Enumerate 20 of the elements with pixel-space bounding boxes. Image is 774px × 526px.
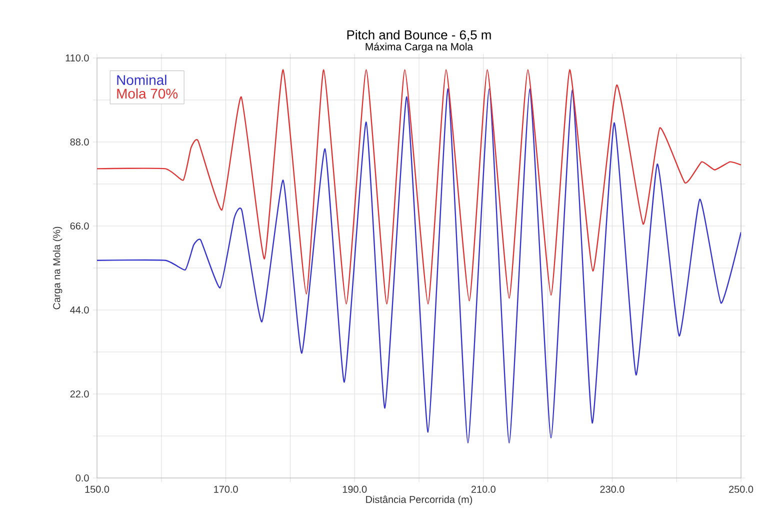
y-tick-label: 110.0 [66, 54, 89, 62]
x-tick-label: 210.0 [471, 486, 496, 493]
line-series [97, 69, 742, 304]
x-tick-label: 250.0 [729, 486, 754, 493]
x-axis-title: Distância Percorrida (m) [366, 496, 472, 505]
chart-subtitle: Máxima Carga na Mola [366, 42, 474, 52]
chart-title: Pitch and Bounce - 6,5 m [347, 30, 491, 41]
x-tick-label: 190.0 [342, 486, 367, 493]
text: Mola 70% [117, 88, 178, 99]
x-tick-label: 150.0 [85, 486, 110, 493]
y-tick-label: 88.0 [70, 138, 89, 146]
y-tick-label: 22.0 [70, 390, 89, 398]
line-series [97, 88, 742, 444]
y-tick-label: 44.0 [70, 306, 89, 314]
x-tick-label: 230.0 [600, 486, 624, 493]
text: Nominal [117, 74, 166, 86]
x-tick-label: 170.0 [214, 486, 238, 493]
y-tick-label: 66.0 [70, 222, 89, 230]
y-tick-label: 0.0 [76, 474, 89, 482]
y-axis-title: Carga na Mola (%) [52, 226, 62, 310]
